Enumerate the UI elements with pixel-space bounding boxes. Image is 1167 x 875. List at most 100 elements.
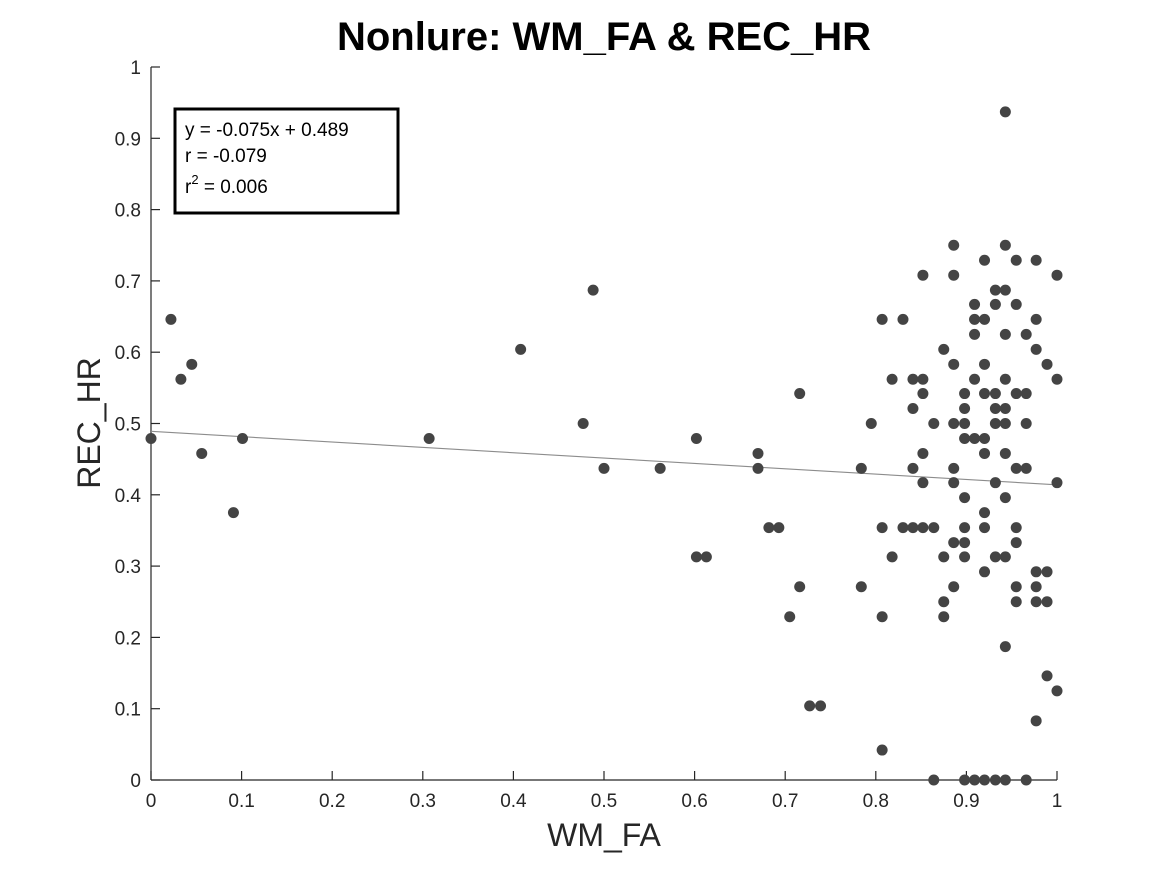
data-point (938, 596, 950, 608)
data-point (1030, 566, 1042, 578)
data-point (794, 581, 806, 593)
x-tick-label: 0.6 (681, 791, 707, 812)
data-point (959, 492, 971, 504)
data-point (1020, 462, 1032, 474)
data-point (1051, 373, 1063, 385)
data-point (876, 313, 888, 325)
stats-box-frame (173, 107, 400, 215)
data-point (654, 462, 666, 474)
data-point (969, 298, 981, 310)
data-point (979, 313, 991, 325)
data-point (237, 432, 249, 444)
data-point (1010, 596, 1022, 608)
data-point (989, 403, 1001, 415)
data-point (938, 551, 950, 563)
data-point (186, 358, 198, 370)
data-point (876, 744, 888, 756)
data-point (999, 328, 1011, 340)
data-point (989, 298, 1001, 310)
data-point (897, 522, 909, 534)
data-point (928, 522, 940, 534)
data-point (1030, 596, 1042, 608)
data-point (917, 269, 929, 281)
data-point (917, 388, 929, 400)
data-point (1051, 477, 1063, 489)
data-point (959, 537, 971, 549)
data-point (969, 432, 981, 444)
y-tick-label: 0 (130, 771, 141, 792)
data-point (969, 328, 981, 340)
y-tick-label: 0.2 (115, 628, 141, 649)
data-point (989, 477, 1001, 489)
data-point (959, 551, 971, 563)
y-tick-label: 0.5 (115, 415, 141, 436)
data-point (938, 611, 950, 623)
data-point (989, 418, 1001, 429)
data-point (752, 462, 764, 474)
data-point (865, 418, 877, 429)
data-point (979, 388, 991, 400)
r-squared-superscript: 2 (191, 172, 198, 187)
data-point (1020, 774, 1032, 786)
data-point (1010, 522, 1022, 534)
data-point (948, 269, 960, 281)
x-axis-label: WM_FA (547, 817, 661, 853)
data-point (876, 611, 888, 623)
x-tick-label: 0.5 (591, 791, 617, 812)
data-point (979, 254, 991, 266)
x-tick-label: 0.8 (863, 791, 889, 812)
data-point (763, 522, 775, 534)
data-point (959, 522, 971, 534)
regression-equation: y = -0.075x + 0.489 (185, 120, 349, 141)
data-point (165, 313, 177, 325)
data-point (815, 700, 827, 712)
data-point (979, 507, 991, 519)
data-point (1020, 328, 1032, 340)
data-point (700, 551, 712, 563)
y-tick-label: 0.6 (115, 343, 141, 364)
data-point (1010, 388, 1022, 400)
data-point (794, 388, 806, 400)
data-point (886, 373, 898, 385)
data-point (979, 432, 991, 444)
data-point (989, 284, 1001, 296)
data-point (979, 447, 991, 459)
data-point (907, 403, 919, 415)
data-point (227, 507, 239, 519)
y-tick-label: 0.8 (115, 201, 141, 222)
data-point (948, 537, 960, 549)
x-tick-label: 0.2 (319, 791, 345, 812)
data-point (999, 418, 1011, 429)
data-point (999, 641, 1011, 653)
r-squared-prefix: r (185, 177, 192, 198)
data-point (876, 522, 888, 534)
data-point (804, 700, 816, 712)
data-point (999, 492, 1011, 504)
data-point (948, 477, 960, 489)
data-point (959, 774, 971, 786)
data-point (752, 447, 764, 459)
data-point (948, 581, 960, 593)
data-point (938, 343, 950, 355)
data-point (1010, 298, 1022, 310)
chart-title: Nonlure: WM_FA & REC_HR (337, 15, 871, 59)
data-point (855, 462, 867, 474)
data-point (999, 403, 1011, 415)
data-point (917, 477, 929, 489)
data-point (959, 432, 971, 444)
data-point (1010, 537, 1022, 549)
data-point (907, 462, 919, 474)
data-point (1041, 596, 1053, 608)
data-point (917, 447, 929, 459)
data-point (907, 373, 919, 385)
data-point (598, 462, 610, 474)
data-point (1030, 254, 1042, 266)
correlation-r: r = -0.079 (185, 146, 267, 167)
r-squared: r2 = 0.006 (185, 172, 268, 198)
data-point (928, 418, 940, 429)
data-point (917, 522, 929, 534)
data-point (969, 774, 981, 786)
x-tick-label: 0.4 (500, 791, 527, 812)
data-point (959, 418, 971, 429)
data-point (948, 462, 960, 474)
